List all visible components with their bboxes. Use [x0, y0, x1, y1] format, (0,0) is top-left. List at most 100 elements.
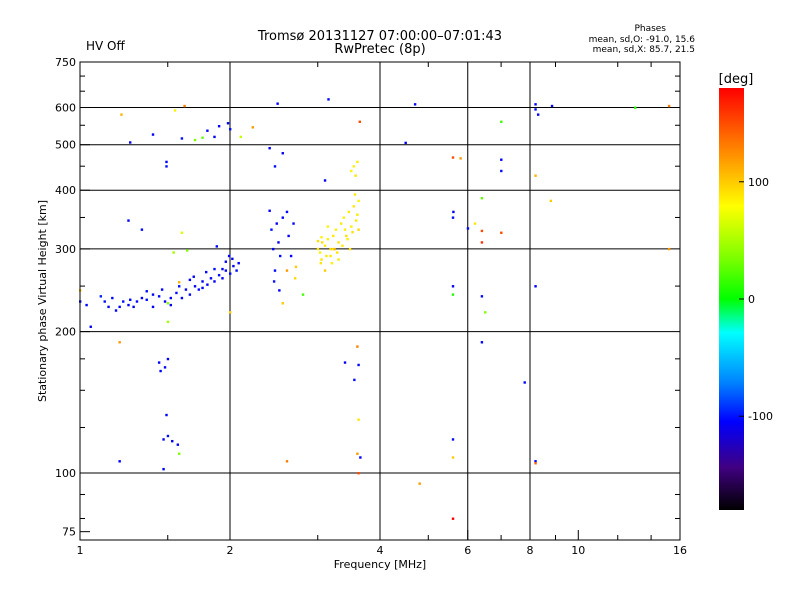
data-point [270, 228, 273, 231]
data-point [251, 126, 254, 129]
data-point [169, 296, 173, 300]
data-point [278, 289, 281, 292]
colorbar-ticks: 100 0 -100 [739, 176, 773, 423]
data-point [132, 305, 135, 309]
data-point [301, 293, 305, 296]
data-point [175, 291, 178, 295]
data-point [172, 251, 175, 254]
data-point [213, 267, 216, 271]
data-point [353, 378, 356, 382]
data-point [215, 245, 219, 248]
data-point [500, 169, 503, 173]
data-point [480, 229, 484, 233]
data-point [341, 244, 344, 247]
data-point [320, 236, 323, 239]
data-point [171, 439, 174, 443]
data-point [342, 216, 345, 219]
data-point [357, 228, 360, 231]
data-point [221, 267, 224, 271]
data-point [276, 102, 279, 105]
data-point [162, 467, 165, 471]
data-point [451, 293, 455, 296]
legend-o-stats: mean, sd,O: -91.0, 15.6 [589, 35, 696, 45]
data-point [135, 300, 139, 303]
data-point [480, 341, 484, 344]
legend-x-stats: mean, sd,X: 85.7, 21.5 [593, 45, 695, 55]
data-point [549, 199, 553, 203]
data-point [180, 137, 184, 140]
data-point [177, 452, 181, 455]
data-point [357, 199, 360, 203]
data-point [326, 237, 330, 241]
data-point [217, 125, 221, 128]
data-point [183, 104, 186, 108]
data-point [177, 281, 181, 284]
data-point [224, 260, 228, 263]
data-point [357, 418, 360, 421]
y-tick-label: 600 [55, 102, 76, 115]
data-point [480, 241, 484, 244]
data-point [281, 302, 284, 305]
data-point [273, 269, 277, 272]
data-point [345, 234, 348, 238]
data-point [275, 222, 278, 225]
data-point [343, 228, 347, 231]
data-point [118, 460, 121, 463]
data-point [226, 122, 230, 125]
data-point [213, 280, 216, 283]
grid-lines [80, 62, 680, 540]
data-point [85, 303, 88, 307]
x-tick-label: 4 [377, 544, 384, 557]
data-point [667, 104, 671, 108]
data-point [188, 278, 192, 282]
colorbar-tick-label: -100 [748, 410, 773, 423]
data-point [107, 305, 110, 309]
data-point [534, 174, 537, 177]
data-point [451, 285, 455, 288]
data-point [157, 295, 161, 298]
data-point [180, 231, 184, 234]
data-point [151, 133, 155, 136]
data-point [418, 482, 421, 485]
data-point [484, 311, 487, 314]
data-point [319, 261, 323, 265]
data-point [293, 277, 297, 280]
data-point [536, 113, 540, 116]
data-point [500, 158, 503, 161]
data-point [201, 280, 204, 283]
data-point [229, 311, 232, 314]
data-point [534, 285, 537, 288]
data-point [327, 98, 330, 101]
data-point [163, 366, 167, 369]
data-point [114, 309, 118, 312]
data-point [356, 160, 359, 164]
y-tick-label: 75 [62, 526, 76, 539]
y-tick-label: 500 [55, 139, 76, 152]
data-point [127, 303, 130, 307]
data-point [165, 160, 168, 164]
data-point [184, 288, 188, 291]
data-point [452, 210, 455, 214]
data-point [550, 104, 554, 108]
data-point [348, 247, 352, 251]
data-point [127, 219, 130, 222]
data-point [334, 228, 338, 231]
axis-ticks: 1 2 4 6 8 10 16 75 100 200 300 400 500 600 750 [55, 56, 687, 557]
data-point [356, 452, 359, 455]
hv-status-label: HV Off [86, 39, 125, 53]
data-point [229, 128, 232, 131]
data-point [325, 254, 328, 258]
data-point [166, 357, 170, 361]
data-point [129, 298, 132, 301]
data-point [145, 290, 148, 293]
data-point [459, 157, 462, 160]
data-point [217, 273, 221, 277]
data-point [192, 275, 195, 278]
data-point [316, 239, 320, 243]
data-point [451, 216, 455, 219]
data-point [357, 363, 360, 367]
data-point [151, 293, 155, 296]
data-point [285, 460, 289, 463]
data-point [197, 288, 201, 291]
